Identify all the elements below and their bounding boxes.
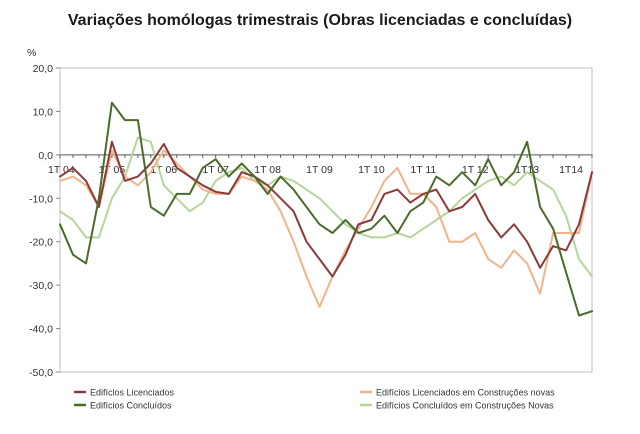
x-tick-label: 1T13 — [515, 164, 539, 176]
series-line-1 — [59, 101, 593, 317]
y-tick-label: -10,0 — [29, 193, 53, 205]
legend-label-2: Edifícios Licenciados em Construções nov… — [376, 388, 555, 398]
y-tick-label: -50,0 — [29, 367, 53, 379]
x-tick-label: 1T 06 — [150, 164, 177, 176]
legend-label-3: Edifícios Concluídos em Construções Nova… — [376, 401, 554, 411]
legend-label-1: Edifícios Concluídos — [90, 401, 172, 411]
axes-layer: % 20,0 10,0 0,0 -10,0 -20,0 -30,0 -40,0 -50,0 1T … — [27, 47, 593, 379]
x-tick-label: 1T 09 — [306, 164, 333, 176]
y-tick-label: -30,0 — [29, 280, 53, 292]
x-tick-label: 1T14 — [559, 164, 583, 176]
y-tick-label: 0,0 — [38, 150, 53, 162]
legend-layer: Edifícios Licenciados Edifícios Concluído… — [74, 388, 555, 411]
series-line-3 — [59, 136, 593, 278]
x-tick-label: 1T 10 — [358, 164, 385, 176]
y-tick-label: -40,0 — [29, 324, 53, 336]
y-tick-label: 20,0 — [33, 63, 54, 75]
y-tick-label: 10,0 — [33, 106, 54, 118]
x-tick-label: 1T 11 — [410, 164, 436, 176]
y-axis-label: % — [27, 47, 36, 59]
x-tick-label: 1T 08 — [254, 164, 281, 176]
series-layer — [59, 101, 593, 317]
legend-label-0: Edifícios Licenciados — [90, 388, 175, 398]
plot-frame — [59, 67, 593, 373]
series-line-0 — [59, 140, 593, 278]
y-tick-label: -20,0 — [29, 237, 53, 249]
series-line-2 — [59, 149, 593, 308]
x-tick-label: 1T 04 — [48, 164, 75, 176]
chart-title: Variações homólogas trimestrais (Obras l… — [67, 12, 573, 29]
